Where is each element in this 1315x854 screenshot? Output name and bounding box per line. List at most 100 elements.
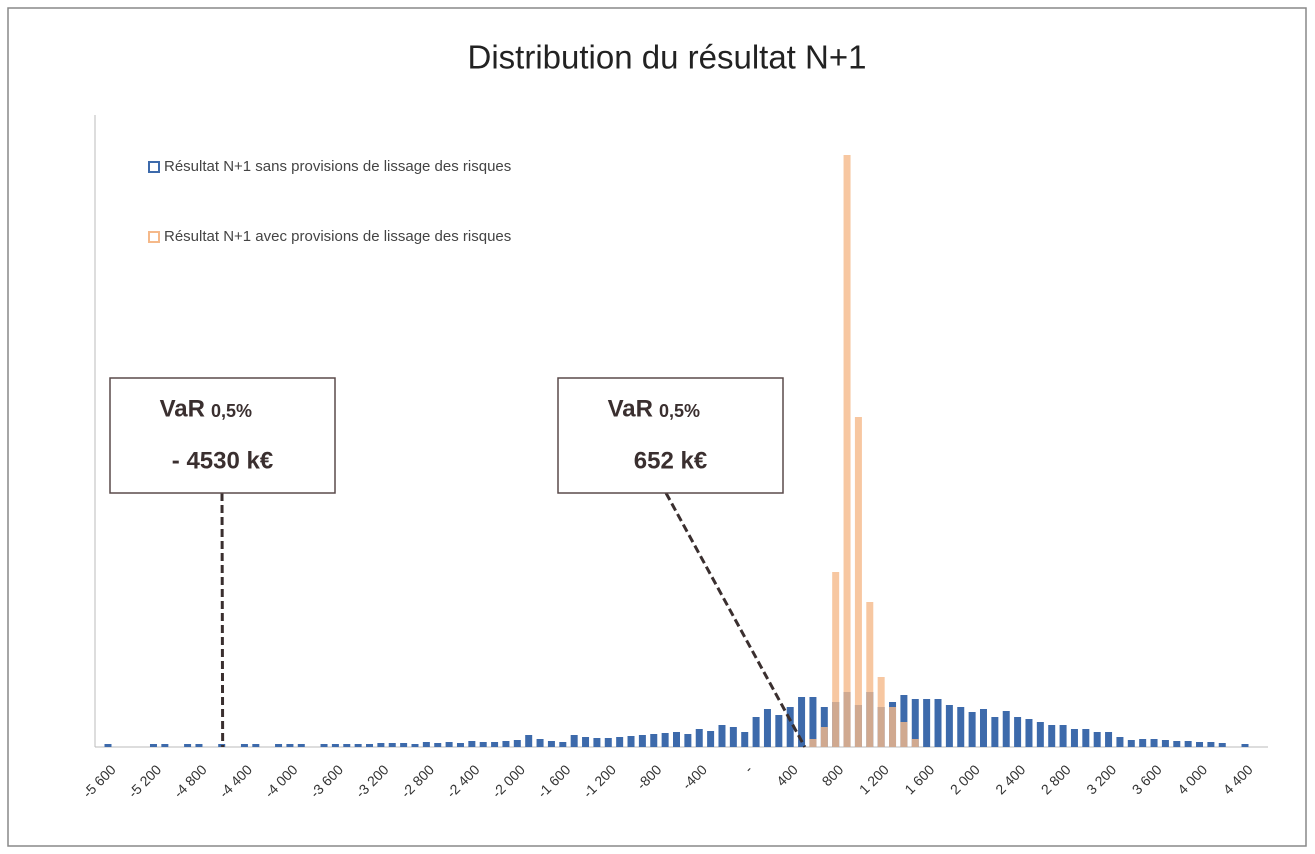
bar (354, 744, 362, 747)
bar (275, 744, 283, 747)
bar (320, 744, 328, 747)
bar (445, 742, 453, 747)
leader-line (220, 492, 225, 748)
x-tick-label: -1 600 (534, 761, 574, 801)
bar (286, 744, 294, 747)
bar (1059, 725, 1067, 747)
bar (1093, 732, 1101, 747)
bar (1070, 729, 1078, 747)
bar (627, 736, 635, 747)
x-tick-label: -2 400 (443, 761, 483, 801)
bar (559, 742, 567, 747)
bar (604, 738, 612, 747)
bar (1025, 719, 1033, 747)
bar (513, 740, 521, 747)
bar (763, 709, 771, 747)
leader-line (664, 492, 807, 748)
x-tick-label: 2 000 (947, 761, 983, 797)
bar (400, 743, 408, 747)
bar (1161, 740, 1169, 747)
x-tick-label: -5 600 (79, 761, 119, 801)
bar (1002, 711, 1010, 747)
bar (775, 715, 783, 747)
bar (366, 744, 374, 747)
legend-swatch (148, 231, 160, 243)
annotation-box (557, 377, 784, 494)
bar (570, 735, 578, 747)
bar (1196, 742, 1204, 747)
legend-label: Résultat N+1 avec provisions de lissage … (164, 228, 512, 245)
bar (752, 717, 760, 747)
bar (957, 707, 965, 747)
bar (638, 735, 646, 747)
annotation-title: VaR (608, 395, 653, 422)
legend-swatch (148, 161, 160, 173)
annotation-box (109, 377, 336, 494)
bar (104, 744, 112, 747)
x-tick-label: 400 (773, 761, 801, 789)
bar (252, 744, 260, 747)
bar (661, 733, 669, 747)
bar (377, 743, 385, 747)
bar (900, 722, 908, 747)
bar (1127, 740, 1135, 747)
bar (695, 729, 703, 747)
x-tick-label: -2 800 (398, 761, 438, 801)
x-tick-label: -4 000 (261, 761, 301, 801)
x-tick-label: 2 400 (992, 761, 1028, 797)
bar (889, 707, 897, 747)
bar (1014, 717, 1022, 747)
bar (741, 732, 749, 747)
bar (923, 699, 931, 747)
bar (240, 744, 248, 747)
bar (820, 727, 828, 747)
x-tick-label: -4 400 (216, 761, 256, 801)
annotation-label: 652 k€ (634, 447, 707, 474)
bar (991, 717, 999, 747)
bar (434, 743, 442, 747)
bar (468, 741, 476, 747)
bar (525, 735, 533, 747)
bar (1139, 739, 1147, 747)
bar (297, 744, 305, 747)
x-tick-label: 2 800 (1038, 761, 1074, 797)
bar (479, 742, 487, 747)
bar (877, 677, 885, 747)
bar (1184, 741, 1192, 747)
annotation-sub: 0,5% (659, 401, 700, 421)
annotation-title: VaR (160, 395, 205, 422)
bar (809, 739, 817, 747)
legend-label: Résultat N+1 sans provisions de lissage … (164, 158, 512, 175)
bar (456, 743, 464, 747)
bar (184, 744, 192, 747)
bar (832, 572, 840, 747)
bar (1150, 739, 1158, 747)
x-tick-label: -4 800 (170, 761, 210, 801)
bar (650, 734, 658, 747)
bar (491, 742, 499, 747)
legend-item: Résultat N+1 avec provisions de lissage … (148, 225, 588, 248)
bar (388, 743, 396, 747)
x-tick-label: 3 600 (1129, 761, 1165, 797)
x-tick-label: -1 200 (580, 761, 620, 801)
bar (900, 695, 908, 747)
bar (809, 697, 817, 747)
bar (1218, 743, 1226, 747)
bar (979, 709, 987, 747)
bar (502, 741, 510, 747)
bar (1082, 729, 1090, 747)
x-tick-label: -400 (679, 761, 710, 792)
bar (911, 739, 919, 747)
bar (707, 731, 715, 747)
x-tick-label: 4 400 (1220, 761, 1256, 797)
bar (331, 744, 339, 747)
bar (866, 602, 874, 747)
x-tick-label: -3 600 (307, 761, 347, 801)
x-tick-label: 4 000 (1174, 761, 1210, 797)
x-tick-label: -2 000 (489, 761, 529, 801)
bar (582, 737, 590, 747)
bar (536, 739, 544, 747)
bar (911, 699, 919, 747)
bar (1116, 737, 1124, 747)
x-tick-label: - (741, 761, 756, 776)
